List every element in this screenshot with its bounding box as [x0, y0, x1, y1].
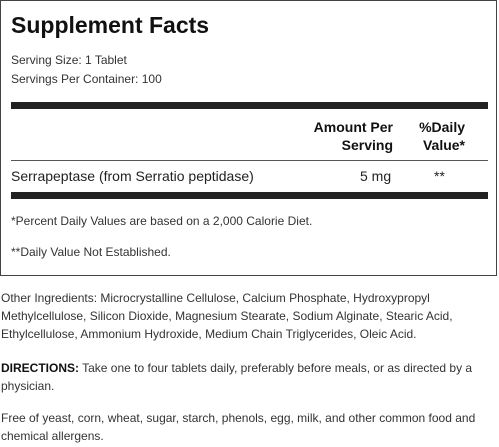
dv-header-line1: %Daily — [419, 119, 465, 135]
footnote-dv-not-established: **Daily Value Not Established. — [11, 245, 171, 259]
panel-title: Supplement Facts — [11, 12, 210, 38]
directions: DIRECTIONS: Take one to four tablets dai… — [1, 359, 495, 395]
daily-value-header: %Daily Value* — [419, 118, 465, 154]
dv-header-line2: Value* — [422, 137, 465, 153]
amount-header-line2: Serving — [341, 137, 393, 153]
amount-per-serving-header: Amount Per Serving — [314, 118, 393, 154]
ingredient-daily-value: ** — [434, 168, 445, 184]
supplement-facts-panel: Supplement Facts Serving Size: 1 Tablet … — [0, 0, 497, 276]
amount-header-line1: Amount Per — [313, 119, 393, 135]
servings-per-container: Servings Per Container: 100 — [11, 72, 162, 86]
thick-divider-bottom — [11, 192, 488, 199]
ingredient-amount: 5 mg — [360, 168, 392, 184]
serving-size: Serving Size: 1 Tablet — [11, 53, 127, 67]
header-divider — [11, 160, 488, 161]
directions-label: DIRECTIONS: — [1, 361, 79, 375]
allergen-note: Free of yeast, corn, wheat, sugar, starc… — [1, 411, 476, 443]
ingredient-name: Serrapeptase (from Serratio peptidase) — [11, 168, 254, 184]
other-ingredients: Other Ingredients: Microcrystalline Cell… — [1, 291, 453, 341]
directions-text: Take one to four tablets daily, preferab… — [1, 361, 473, 393]
thick-divider — [11, 102, 488, 109]
footnote-percent-dv: *Percent Daily Values are based on a 2,0… — [11, 214, 313, 228]
